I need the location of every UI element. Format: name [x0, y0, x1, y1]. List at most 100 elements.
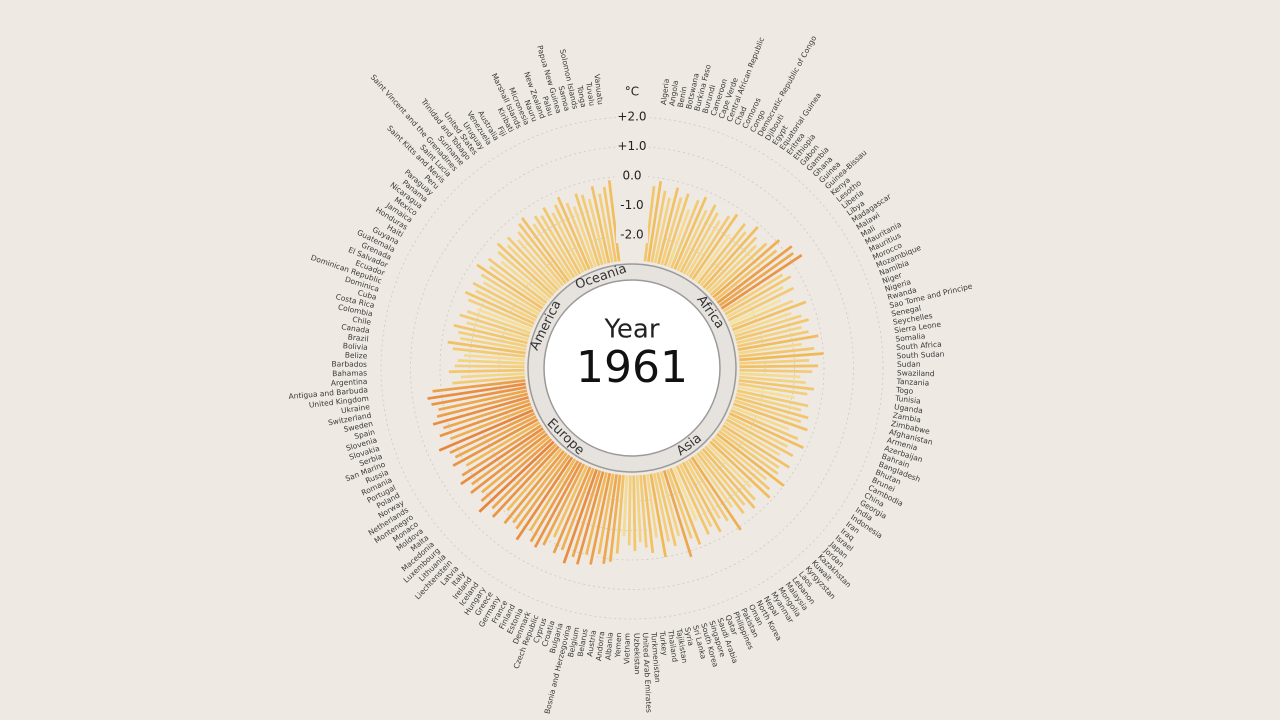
bar: [518, 222, 567, 285]
bar: [472, 281, 538, 319]
tick-label-bg: [616, 138, 648, 155]
bar: [739, 368, 813, 374]
bar: [709, 440, 771, 499]
bar: [438, 389, 528, 412]
bar: [739, 372, 801, 379]
country-label: Yemen: [613, 632, 623, 659]
bar: [447, 340, 526, 355]
bar: [688, 215, 731, 279]
bar: [722, 273, 784, 313]
bars: [427, 180, 824, 565]
bar: [739, 358, 810, 365]
bar: [431, 385, 527, 406]
country-label: Belize: [345, 351, 368, 361]
bar: [738, 347, 815, 358]
bar: [460, 427, 544, 486]
bar: [608, 474, 622, 562]
bar: [675, 465, 710, 535]
bar: [461, 424, 542, 477]
country-label: Turkey: [658, 630, 670, 657]
bar: [480, 438, 553, 502]
country-label: Tunisia: [894, 394, 921, 406]
bar: [627, 475, 632, 546]
bar: [532, 223, 573, 281]
bar: [590, 185, 611, 264]
bar: [696, 452, 745, 515]
bar: [737, 385, 796, 399]
bar: [602, 474, 618, 565]
bar: [687, 458, 729, 522]
bar: [520, 217, 570, 283]
bar: [670, 199, 700, 269]
bar: [720, 254, 803, 310]
bar: [452, 375, 525, 385]
bar: [562, 469, 598, 564]
bar: [699, 231, 747, 287]
bar: [737, 330, 809, 348]
country-label: Brazil: [347, 332, 369, 343]
bar: [679, 204, 717, 273]
bar: [454, 364, 525, 369]
bar: [465, 421, 541, 467]
bar: [707, 244, 758, 294]
bar: [662, 470, 693, 558]
bar: [724, 275, 792, 316]
bar: [704, 445, 756, 501]
bar: [678, 463, 713, 528]
bar: [571, 470, 602, 558]
country-label: Vietnam: [622, 633, 632, 664]
bar: [470, 432, 548, 494]
bar: [739, 352, 824, 362]
bar: [735, 318, 809, 341]
country-label: South Africa: [896, 340, 942, 352]
bar: [452, 347, 526, 358]
bar: [738, 379, 815, 391]
bar: [528, 458, 577, 532]
bar: [466, 321, 529, 341]
bar: [533, 461, 583, 548]
bar: [685, 220, 721, 277]
bar: [449, 412, 536, 455]
country-label: Canada: [341, 322, 371, 335]
bar: [506, 236, 559, 292]
country-label: Tonga: [575, 84, 588, 108]
bar: [738, 342, 802, 355]
bar: [639, 475, 648, 548]
bar: [672, 466, 698, 521]
bar: [432, 379, 526, 393]
bar: [709, 242, 768, 296]
bar: [452, 418, 539, 467]
bar: [713, 435, 768, 481]
bar: [471, 430, 546, 486]
country-label: South Sudan: [896, 349, 944, 360]
country-label: Tanzania: [895, 377, 929, 388]
bar: [464, 290, 535, 325]
bar: [460, 336, 527, 351]
country-label: Uzbekistan: [632, 633, 642, 675]
country-label: Algeria: [659, 78, 671, 105]
bar: [737, 334, 819, 351]
country-label: Turkmenistan: [649, 631, 662, 683]
bar: [491, 443, 558, 510]
bar: [449, 405, 533, 441]
country-label: Somalia: [895, 331, 926, 343]
bar: [475, 289, 537, 322]
bar: [496, 242, 555, 296]
tick-label-bg: [616, 197, 648, 214]
bar: [727, 286, 795, 322]
center-disc: [543, 279, 721, 457]
bar: [467, 298, 534, 328]
bar: [669, 467, 702, 545]
bar: [552, 465, 589, 538]
bar: [580, 194, 604, 266]
country-label: Swaziland: [897, 368, 935, 378]
bar: [575, 471, 605, 565]
bar: [660, 197, 683, 266]
bar: [720, 427, 780, 469]
bar: [650, 190, 667, 263]
bar: [597, 473, 615, 555]
bar: [552, 466, 592, 554]
bar: [711, 438, 771, 491]
axis-unit: °C: [625, 85, 639, 99]
